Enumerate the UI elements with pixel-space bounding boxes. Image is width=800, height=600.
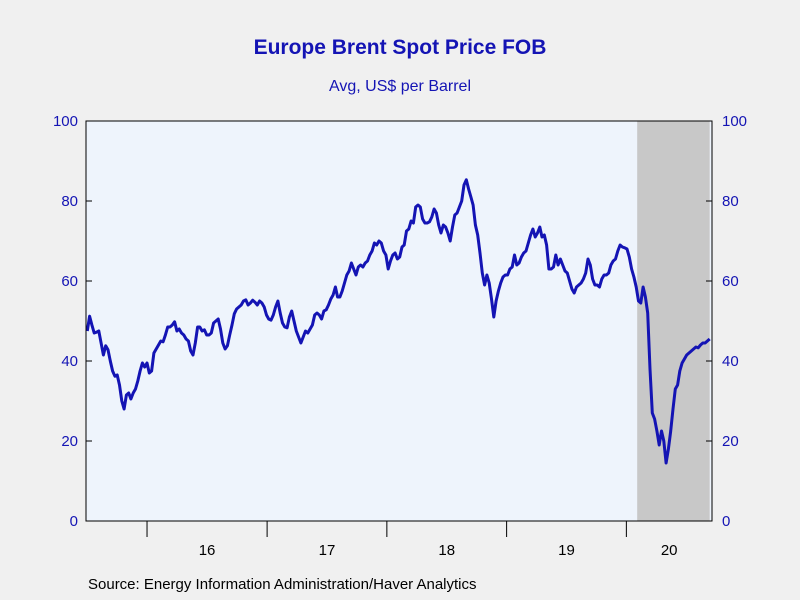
y-tick-label-left: 0 xyxy=(70,513,78,530)
plot-frame xyxy=(85,120,713,522)
series-line xyxy=(85,178,711,465)
chart-title: Europe Brent Spot Price FOB xyxy=(253,36,547,59)
y-tick-label-right: 40 xyxy=(722,353,739,370)
y-tick-label-right: 20 xyxy=(722,433,739,450)
y-tick-label-right: 0 xyxy=(722,513,730,530)
x-tick-label: 17 xyxy=(319,542,336,559)
y-tick-label-right: 60 xyxy=(722,273,739,290)
source-note: Source: Energy Information Administratio… xyxy=(88,576,477,593)
y-tick-label-right: 80 xyxy=(722,193,739,210)
x-tick-label: 20 xyxy=(661,542,678,559)
y-tick-label-left: 40 xyxy=(61,353,78,370)
plot-area xyxy=(86,121,712,521)
x-tick-label: 19 xyxy=(558,542,575,559)
y-tick-label-left: 20 xyxy=(61,433,78,450)
axis-labels: 0 0 20 20 40 40 60 60 80 80 100 100 16 17 18 19 20 xyxy=(53,113,747,559)
x-tick-label: 18 xyxy=(438,542,455,559)
y-tick-label-left: 80 xyxy=(61,193,78,210)
x-tick-label: 16 xyxy=(199,542,216,559)
chart-subtitle: Avg, US$ per Barrel xyxy=(329,78,471,95)
y-tick-label-right: 100 xyxy=(722,113,747,130)
y-tick-label-left: 100 xyxy=(53,113,78,130)
y-tick-label-left: 60 xyxy=(61,273,78,290)
